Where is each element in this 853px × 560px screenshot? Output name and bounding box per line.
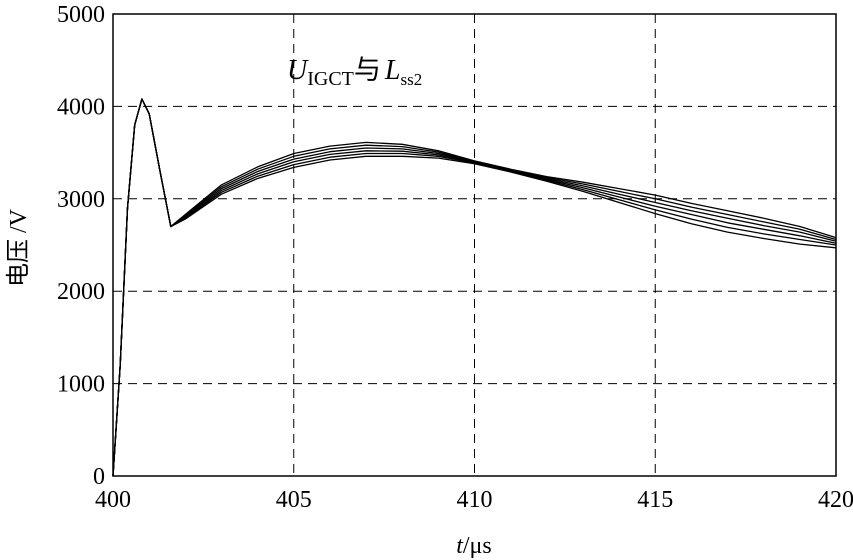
annotation-second-sub: ss2 [400, 70, 422, 89]
y-axis-label: 电压 /V [5, 208, 32, 287]
y-tick-label: 4000 [57, 94, 105, 120]
x-tick-label: 405 [276, 487, 312, 513]
x-tick-label: 420 [818, 487, 853, 513]
y-tick-labels: 0 1000 2000 3000 4000 5000 [57, 2, 105, 490]
x-tick-label: 400 [95, 487, 131, 513]
y-tick-label: 0 [93, 464, 105, 490]
annotation: UIGCT与 Lss2 [287, 55, 422, 90]
series-lines [112, 98, 837, 477]
annotation-second: L [384, 55, 401, 86]
series-line-6 [112, 98, 837, 477]
y-tick-label: 5000 [57, 2, 105, 28]
x-tick-label: 415 [637, 487, 673, 513]
annotation-connector: 与 [354, 55, 381, 85]
annotation-main-sub: IGCT [307, 68, 354, 90]
y-tick-label: 2000 [57, 279, 105, 305]
y-tick-label: 3000 [57, 187, 105, 213]
x-tick-labels: 400 405 410 415 420 [95, 487, 853, 513]
grid-lines [113, 14, 836, 476]
x-axis-label-unit: /μs [463, 533, 492, 559]
x-axis-label: t/μs [456, 533, 492, 559]
x-tick-label: 410 [457, 487, 493, 513]
y-tick-label: 1000 [57, 372, 105, 398]
plot-frame [112, 13, 837, 477]
annotation-main: U [287, 55, 309, 86]
x-axis-label-var: t [456, 533, 464, 559]
